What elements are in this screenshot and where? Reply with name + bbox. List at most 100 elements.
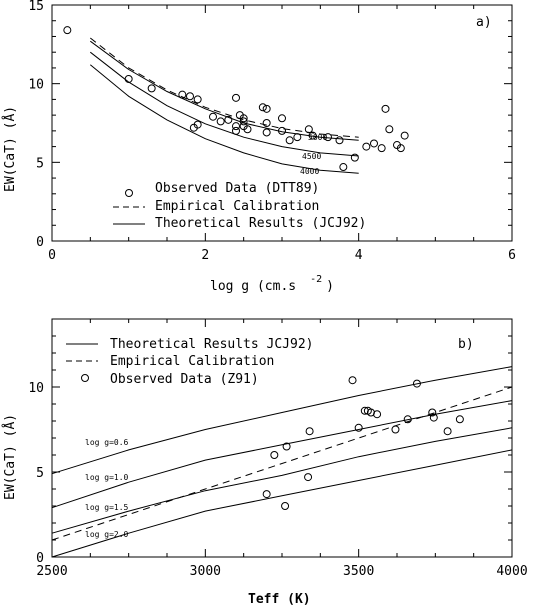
y-tick-label: 5 xyxy=(36,156,44,171)
observed-data-point xyxy=(262,128,271,137)
observed-data-point xyxy=(354,423,363,432)
observed-data-point xyxy=(124,74,133,83)
observed-data-point xyxy=(304,125,313,134)
x-tick-label: 3000 xyxy=(190,564,221,579)
x-tick-label: 4000 xyxy=(496,564,527,579)
theoretical-line xyxy=(51,449,513,558)
observed-data-point xyxy=(308,131,317,140)
panel-b-chart: 2500 3000 3500 4000 0 5 10 b) log g=0.6 log g=… xyxy=(2,318,528,607)
observed-data-point xyxy=(258,103,267,112)
observed-data-point xyxy=(262,104,271,113)
panel-b-xlabel: Teff (K) xyxy=(248,592,311,607)
observed-data-point xyxy=(282,442,291,451)
y-tick-label: 10 xyxy=(28,78,44,93)
x-tick-label: 6 xyxy=(508,248,516,263)
observed-data-point xyxy=(239,114,248,123)
observed-data-point xyxy=(147,84,156,93)
series-label-4000: 4000 xyxy=(300,167,319,176)
empirical-calibration-line xyxy=(51,386,513,541)
observed-data-point xyxy=(216,117,225,126)
empirical-calibration-line xyxy=(89,37,359,138)
observed-data-point xyxy=(360,406,369,415)
theoretical-line xyxy=(90,40,359,141)
panel-b-legend: Theoretical Results JCJ92) Empirical Cal… xyxy=(66,337,314,387)
observed-data-point xyxy=(305,427,314,436)
y-tick-label: 0 xyxy=(36,551,44,566)
theoretical-line xyxy=(51,427,513,534)
observed-data-point xyxy=(262,119,271,127)
observed-data-point xyxy=(455,415,464,424)
series-label-logg-0.6: log g=0.6 xyxy=(85,438,129,447)
x-tick-label: 2 xyxy=(201,248,209,263)
observed-data-point xyxy=(428,408,437,417)
x-tick-label: 3500 xyxy=(343,564,374,579)
observed-data-point xyxy=(63,26,72,35)
y-tick-label: 15 xyxy=(28,0,44,14)
theoretical-line xyxy=(51,400,513,509)
observed-data-point xyxy=(339,163,348,172)
x-tick-label: 2500 xyxy=(36,564,67,579)
panel-a-label: a) xyxy=(476,15,492,30)
legend-a-observed: Observed Data (DTT89) xyxy=(155,181,319,196)
legend-b-theoretical: Theoretical Results JCJ92) xyxy=(110,337,314,352)
theoretical-line xyxy=(89,64,359,174)
theoretical-line xyxy=(51,366,513,475)
legend-a-empirical: Empirical Calibration xyxy=(155,199,319,214)
observed-data-point xyxy=(270,451,279,459)
observed-data-point xyxy=(362,142,371,151)
legend-b-observed: Observed Data (Z91) xyxy=(110,372,259,387)
panel-a-legend: Observed Data (DTT89) Empirical Calibrat… xyxy=(113,181,366,231)
observed-data-point xyxy=(281,502,290,510)
observed-data-point xyxy=(224,115,233,124)
observed-data-point xyxy=(186,92,194,101)
observed-data-point xyxy=(324,133,332,142)
observed-data-point xyxy=(348,376,357,385)
panel-a-xlabel: log g (cm.s -2) xyxy=(210,274,334,294)
series-label-logg-1.5: log g=1.5 xyxy=(85,503,129,512)
panel-b-ylabel: EW(CaT) (Å) xyxy=(2,414,18,500)
observed-data-point xyxy=(189,123,198,132)
series-label-logg-2.0: log g=2.0 xyxy=(85,530,129,539)
observed-data-point xyxy=(377,144,386,153)
observed-data-point xyxy=(335,136,344,145)
observed-data-point xyxy=(381,104,390,113)
series-label-4500: 4500 xyxy=(302,152,321,161)
observed-data-point xyxy=(178,90,187,99)
observed-data-point xyxy=(429,413,438,422)
panel-a-chart: 0 2 4 6 0 5 10 15 a) 5000 4500 4000 Observed Da… xyxy=(2,0,516,294)
observed-data-point xyxy=(396,144,405,153)
x-tick-label: 4 xyxy=(355,248,363,263)
legend-a-circle-marker xyxy=(125,189,133,197)
observed-data-point xyxy=(209,112,217,121)
observed-data-point xyxy=(403,415,412,424)
legend-b-empirical: Empirical Calibration xyxy=(110,354,274,369)
y-tick-label: 5 xyxy=(36,466,44,481)
observed-data-point xyxy=(262,490,271,499)
observed-data-point xyxy=(278,114,286,123)
observed-data-point xyxy=(232,122,240,131)
x-tick-label: 0 xyxy=(48,248,56,263)
observed-data-point xyxy=(193,95,202,104)
y-tick-label: 0 xyxy=(36,235,44,250)
observed-data-point xyxy=(400,131,409,140)
observed-data-point xyxy=(239,117,248,126)
observed-data-point xyxy=(232,93,240,102)
observed-data-point xyxy=(278,126,286,135)
observed-data-point xyxy=(304,473,313,482)
observed-data-point xyxy=(443,427,452,436)
theoretical-line xyxy=(89,51,359,157)
legend-a-theoretical: Theoretical Results (JCJ92) xyxy=(155,216,366,231)
observed-data-point xyxy=(232,126,240,135)
observed-data-point xyxy=(350,153,359,162)
observed-data-point xyxy=(366,408,375,417)
panel-a-ylabel: EW(CaT) (Å) xyxy=(2,106,18,192)
y-tick-label: 10 xyxy=(28,381,44,396)
series-label-logg-1.0: log g=1.0 xyxy=(85,473,129,482)
series-label-5000: 5000 xyxy=(308,133,327,142)
legend-b-circle-marker xyxy=(81,374,89,382)
observed-data-point xyxy=(412,379,421,388)
observed-data-point xyxy=(293,133,302,142)
observed-data-point xyxy=(391,425,400,434)
observed-data-point xyxy=(385,125,394,134)
observed-data-point xyxy=(373,410,382,419)
